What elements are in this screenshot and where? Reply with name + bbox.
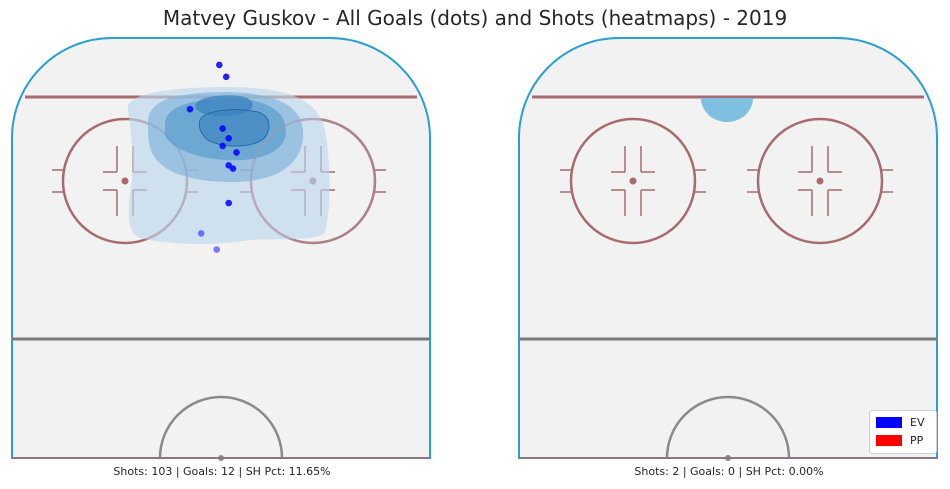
caption-right: Shots: 2 | Goals: 0 | SH Pct: 0.00% — [634, 465, 824, 478]
legend: EV PP — [869, 410, 937, 454]
goal-dot-10 — [225, 199, 232, 207]
rink-right — [517, 37, 939, 461]
caption-left: Shots: 103 | Goals: 12 | SH Pct: 11.65% — [113, 465, 331, 478]
goal-dot-5 — [219, 142, 226, 150]
rink-right-heatmap — [701, 98, 753, 122]
rink-left-faceoff-circle-right-overlay — [250, 118, 376, 244]
goal-dot-7 — [233, 149, 240, 156]
legend-label-pp: PP — [910, 434, 924, 447]
heat-level-5 — [198, 109, 270, 147]
goal-dot-6 — [225, 135, 232, 142]
goal-dot-4 — [219, 125, 226, 132]
goal-dot-12 — [213, 246, 220, 253]
goal-dot-2 — [222, 73, 230, 81]
rink-right-center-circle — [665, 395, 791, 459]
rink-left-center-circle — [158, 395, 284, 459]
legend-label-ev: EV — [910, 416, 925, 429]
goal-dot-9 — [229, 165, 237, 172]
goal-dot-1 — [216, 61, 223, 69]
chart-title: Matvey Guskov - All Goals (dots) and Sho… — [162, 6, 788, 30]
legend-swatch-ev — [876, 417, 902, 428]
rink-right-ice — [517, 37, 939, 459]
rink-left — [10, 37, 432, 461]
rink-left-goal-dots — [186, 61, 240, 253]
legend-swatch-pp — [876, 435, 902, 446]
goal-dot-11 — [197, 230, 205, 237]
rink-right-faceoff-circle-right — [747, 117, 893, 245]
goal-dot-3 — [186, 105, 194, 113]
rink-right-faceoff-circle-left — [560, 117, 706, 245]
